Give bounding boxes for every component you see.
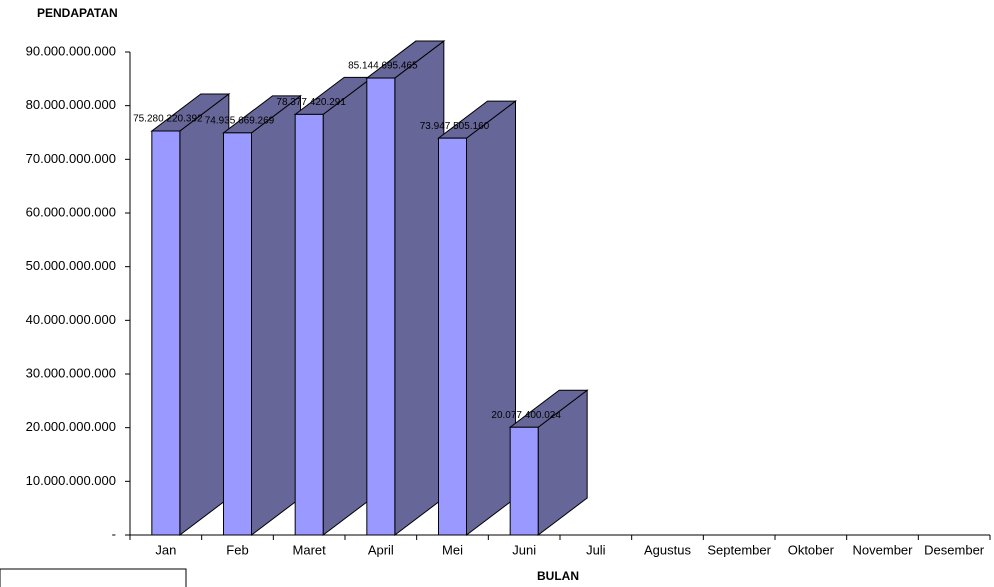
bar: [294, 113, 324, 536]
bar: [366, 77, 396, 536]
y-tick-label: 10.000.000.000: [26, 473, 116, 488]
y-axis-title: PENDAPATAN: [37, 6, 118, 20]
x-tick-label: Feb: [226, 542, 248, 557]
data-label: 73.947.505.160: [420, 121, 490, 132]
x-tick-label: November: [853, 542, 914, 557]
y-tick-label: 70.000.000.000: [26, 151, 116, 166]
data-label: 85.144.695.465: [348, 61, 418, 72]
x-tick-label: Oktober: [788, 542, 835, 557]
x-tick-label: Juli: [586, 542, 606, 557]
data-label: 75.280.220.392: [133, 114, 203, 125]
x-tick-label: April: [368, 542, 394, 557]
data-label: 20.077.400.024: [491, 410, 561, 421]
bar-side: [394, 40, 445, 537]
x-tick-label: Maret: [293, 542, 327, 557]
data-label: 78.377.420.291: [276, 97, 346, 108]
y-tick-label: 20.000.000.000: [26, 419, 116, 434]
x-tick-label: Jan: [155, 542, 176, 557]
y-tick-label: 30.000.000.000: [26, 365, 116, 380]
bar: [151, 130, 181, 536]
x-tick-label: Desember: [924, 542, 985, 557]
y-tick-label: 80.000.000.000: [26, 97, 116, 112]
legend-box: [0, 568, 187, 587]
x-tick-label: Juni: [512, 542, 536, 557]
bar-side: [251, 94, 301, 537]
bar-side: [466, 100, 516, 537]
data-label: 74.935.669.269: [205, 115, 275, 126]
y-tick-label: -: [112, 526, 116, 541]
y-tick-label: 60.000.000.000: [26, 204, 116, 219]
bar-side: [322, 76, 373, 537]
bar: [438, 137, 467, 536]
bar: [223, 132, 252, 536]
x-tick-label: September: [707, 542, 771, 557]
x-tick-label: Mei: [442, 542, 463, 557]
x-tick-label: Agustus: [644, 542, 691, 557]
y-tick-label: 40.000.000.000: [26, 312, 116, 327]
bar: [509, 426, 539, 536]
x-axis-title: BULAN: [537, 569, 579, 583]
y-tick-label: 90.000.000.000: [26, 43, 116, 58]
bar-side: [179, 92, 230, 537]
y-tick-label: 50.000.000.000: [26, 258, 116, 273]
